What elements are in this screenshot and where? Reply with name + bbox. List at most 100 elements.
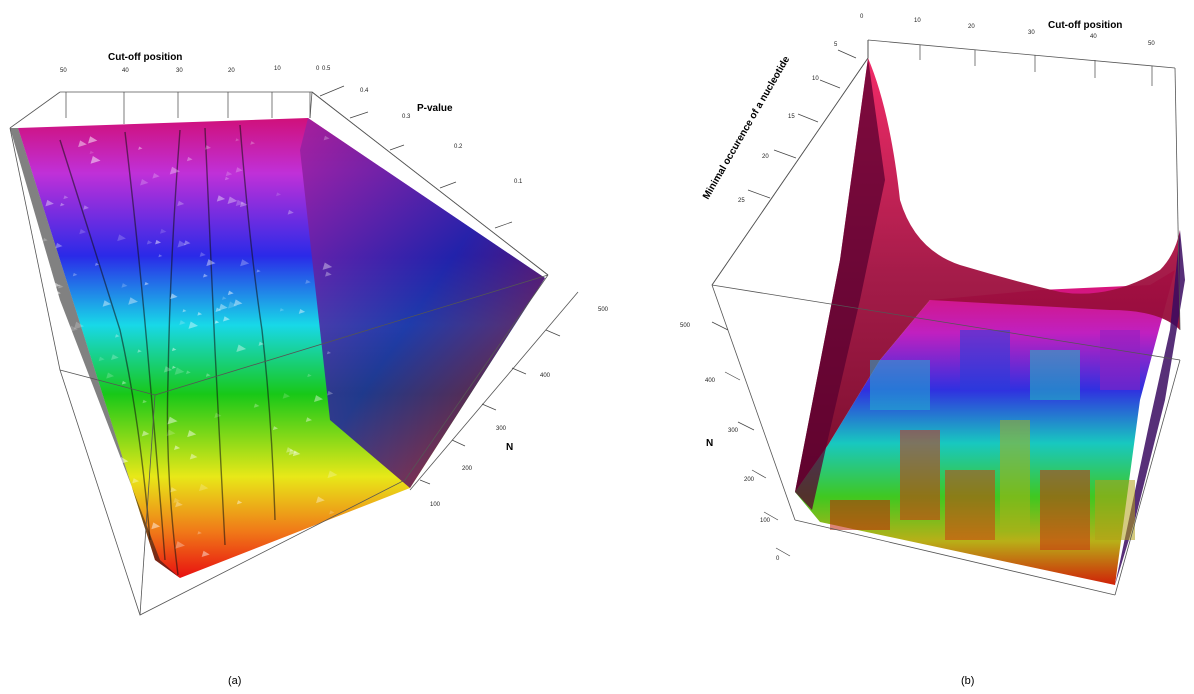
surface-facet [286,548,296,556]
panel-label-b: (b) [961,675,974,687]
surface-facet [214,412,222,419]
z-tick-a: 400 [540,373,551,379]
x-tick-b: 0 [860,14,864,20]
surface-facet [215,307,222,312]
surface-ridge [59,139,151,541]
surface-facet [177,200,185,207]
surface-facet [93,411,100,416]
surface-b-back-wall [795,58,1180,492]
z-axis-title-a: N [506,442,513,453]
surface-facet [290,535,298,541]
surface-facet [57,284,64,289]
z-tick-b: 400 [705,378,716,384]
surface-facet [163,366,173,373]
surface-facet [323,135,330,141]
surface-facet [52,308,61,315]
surface-a-right-face [300,118,545,488]
x-tick-b: 30 [1028,30,1035,36]
panel-b: 0 10 20 30 40 50 Cut-off position 5 10 1… [680,14,1185,687]
surface-facet [235,199,245,207]
surface-facet [236,500,243,505]
surface-block [1100,330,1140,390]
x-axis-title-a: Cut-off position [108,52,182,63]
surface-facet [118,456,129,465]
y-axis-title-b: Minimal occurence of a nucleotide [701,54,792,201]
surface-facet [279,308,285,312]
surface-facet [316,496,325,504]
surface-facet [166,429,176,437]
surface-facet [276,192,281,197]
z-tick-a: 100 [430,502,441,508]
surface-facet [187,430,197,438]
surface-facet [159,228,167,234]
x-tick-a: 40 [122,68,129,74]
surface-facet [214,320,220,324]
surface-facet [137,349,142,353]
z-tick-a: 300 [496,426,507,432]
surface-facet [216,195,226,202]
surface-facet [171,347,177,352]
surface-facet [307,373,312,378]
surface-block [960,330,1010,390]
surface-facet [138,146,143,150]
z-tick-a: 200 [462,466,473,472]
x-tick-a: 30 [176,68,183,74]
surface-facet [78,439,87,445]
surface-facet [175,501,183,508]
surface-facet [305,417,312,423]
surface-facet [45,199,54,207]
surface-facet [60,202,65,207]
surface-facet [129,516,138,523]
surface-facet [155,239,161,245]
surface-facet [288,448,298,456]
surface-facet [189,453,198,460]
surface-facet [236,344,247,353]
z-tick-b: 0 [776,556,780,562]
surface-facet [225,171,233,177]
y-axis-a: 0.5 0.4 0.3 0.2 0.1 P-value [311,66,549,276]
surface-facet [132,478,140,484]
panel-label-a: (a) [228,675,241,687]
surface-facet [304,533,311,539]
surface-facet [62,505,67,509]
surface-facet [46,371,56,379]
x-axis-a: 50 40 30 20 10 0 Cut-off position [60,52,320,124]
surface-facet [90,156,101,164]
surface-facet [204,145,211,150]
surface-facet [170,487,177,493]
surface-facet [72,272,78,277]
surface-facet [173,497,181,504]
surface-b-left-side [795,58,885,510]
surface-facet [175,541,185,549]
x-tick-a: 20 [228,68,235,74]
surface-block [830,500,890,530]
surface-facet [142,399,147,404]
y-tick-a: 0.1 [514,179,523,185]
surface-facet [198,483,209,492]
surface-block [1030,350,1080,400]
surface-facet [233,299,243,307]
surface-facet [75,440,86,449]
surface-facet [89,150,95,155]
surface-block [900,430,940,520]
x-axis-title-b: Cut-off position [1048,20,1122,31]
surface-b-right-side [1115,230,1185,585]
surface-facet [282,392,291,399]
x-tick-b: 10 [914,18,921,24]
surface-facet [140,179,149,186]
surface-facet [121,380,127,385]
surface-facet [222,316,230,322]
y-axis-title-a: P-value [417,103,453,114]
surface-a-left-wall [10,128,180,578]
surface-facet [53,289,61,296]
surface-facet [75,468,86,476]
surface-facet [89,548,97,555]
surface-facet [55,242,63,249]
surface-facet [117,234,126,242]
surface-facet [109,506,117,512]
surface-facet [42,238,48,242]
surface-facet [199,252,206,257]
surface-facet [174,445,181,451]
surface-facet [146,240,153,245]
surface-facet [201,550,210,557]
